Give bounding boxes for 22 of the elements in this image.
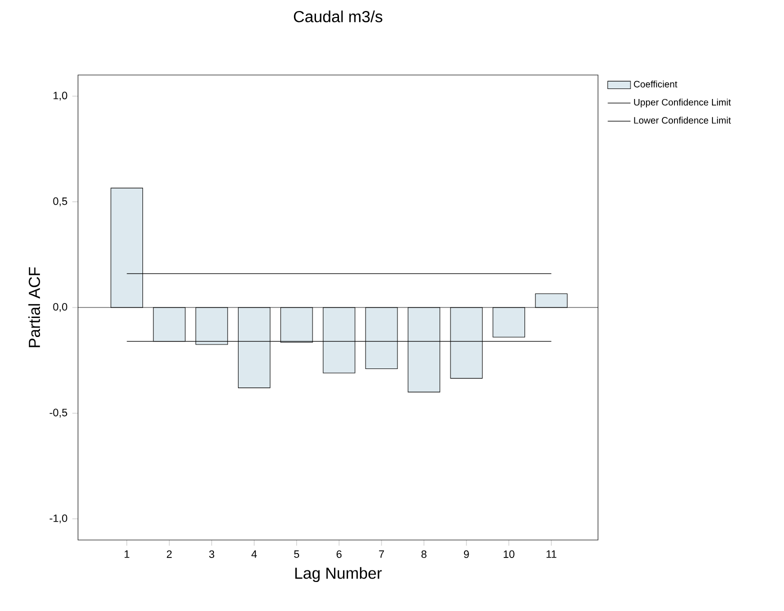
x-tick-label: 7: [379, 550, 384, 558]
x-tick-label: 6: [336, 550, 342, 558]
x-tick-label: 11: [546, 550, 556, 558]
x-tick-label: 4: [251, 550, 257, 558]
y-tick-label: -1,0: [50, 514, 68, 524]
legend-label: Coefficient: [634, 80, 678, 88]
y-tick-label: 1,0: [54, 92, 68, 101]
y-axis-title: Partial ACF: [28, 267, 40, 348]
legend-label: Upper Confidence Limit: [634, 98, 731, 108]
y-tick-label: 0,0: [53, 303, 68, 312]
y-tick-label: -0,5: [50, 408, 68, 418]
x-tick-label: 5: [294, 550, 300, 558]
x-tick-label: 10: [504, 550, 514, 558]
x-tick-label: 9: [464, 550, 469, 558]
x-tick-label: 3: [209, 550, 214, 558]
legend-label: Lower Confidence Limit: [634, 116, 731, 124]
x-tick-label: 1: [124, 550, 130, 558]
x-tick-label: 2: [166, 550, 172, 558]
y-tick-label: 0,5: [53, 197, 68, 206]
chart-title: Caudal m3/s: [294, 10, 382, 22]
x-axis-title: Lag Number: [295, 567, 382, 582]
x-tick-label: 8: [421, 550, 426, 558]
